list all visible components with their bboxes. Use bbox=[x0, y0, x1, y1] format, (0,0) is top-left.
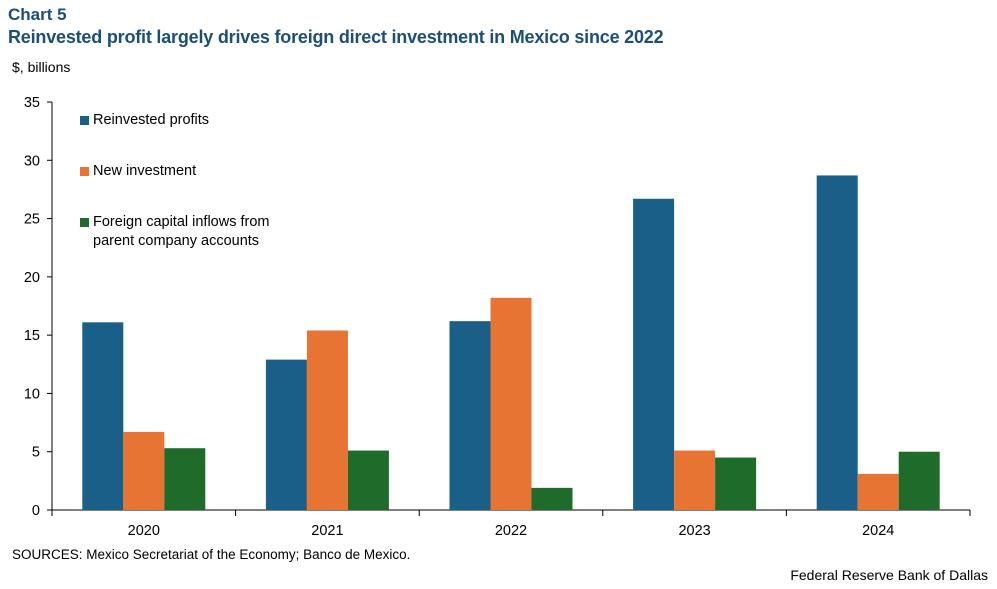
bar-new-investment-2020 bbox=[123, 431, 165, 510]
legend-swatch-foreign-capital-inflows bbox=[80, 218, 89, 227]
bar-new-investment-2022 bbox=[490, 297, 532, 510]
legend-label-foreign-capital-inflows: Foreign capital inflows from parent comp… bbox=[93, 214, 270, 249]
y-tick-label: 35 bbox=[24, 95, 40, 111]
chart-label: Chart 5 bbox=[8, 5, 67, 24]
bar-reinvested-profits-2022 bbox=[449, 321, 491, 510]
legend-label-reinvested-profits: Reinvested profits bbox=[93, 112, 210, 128]
sources-note: SOURCES: Mexico Secretariat of the Econo… bbox=[12, 547, 411, 562]
y-tick-label: 0 bbox=[32, 503, 40, 519]
legend-label-new-investment: New investment bbox=[93, 163, 197, 179]
chart-title: Reinvested profit largely drives foreign… bbox=[8, 27, 664, 47]
bar-new-investment-2021 bbox=[306, 330, 348, 510]
bar-reinvested-profits-2020 bbox=[82, 322, 124, 510]
bar-new-investment-2024 bbox=[857, 473, 899, 510]
x-tick-label: 2022 bbox=[495, 523, 527, 539]
y-axis-label: $, billions bbox=[12, 59, 71, 75]
bar-foreign-capital-2023 bbox=[715, 457, 757, 510]
y-tick-label: 5 bbox=[32, 445, 40, 461]
x-tick-label: 2023 bbox=[678, 523, 710, 539]
x-tick-label: 2024 bbox=[862, 523, 894, 539]
x-tick-label: 2021 bbox=[311, 523, 343, 539]
legend-swatch-reinvested-profits bbox=[80, 116, 89, 125]
bar-foreign-capital-2020 bbox=[164, 448, 206, 510]
y-tick-label: 25 bbox=[24, 212, 40, 228]
y-tick-label: 10 bbox=[24, 386, 40, 402]
y-tick-label: 15 bbox=[24, 328, 40, 344]
y-tick-label: 20 bbox=[24, 270, 40, 286]
bar-foreign-capital-2024 bbox=[898, 451, 940, 510]
y-tick-label: 30 bbox=[24, 153, 40, 169]
bar-foreign-capital-2022 bbox=[531, 487, 573, 510]
credit-line: Federal Reserve Bank of Dallas bbox=[790, 567, 988, 583]
bar-foreign-capital-2021 bbox=[347, 450, 389, 510]
bar-reinvested-profits-2024 bbox=[816, 175, 858, 510]
bar-new-investment-2023 bbox=[674, 450, 716, 510]
bar-reinvested-profits-2021 bbox=[265, 359, 307, 510]
bar-reinvested-profits-2023 bbox=[633, 198, 675, 511]
x-tick-label: 2020 bbox=[128, 523, 160, 539]
legend-swatch-new-investment bbox=[80, 167, 89, 176]
